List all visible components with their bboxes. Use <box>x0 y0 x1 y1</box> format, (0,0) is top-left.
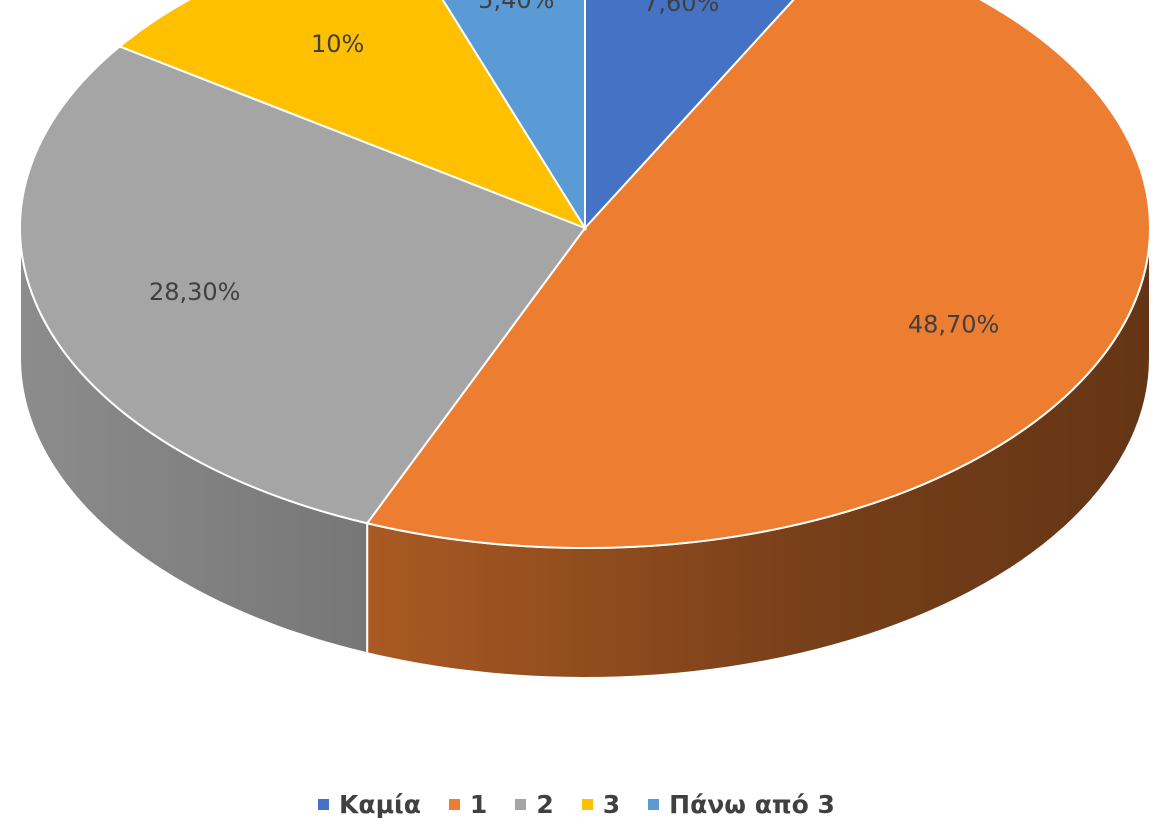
legend-item: 2 <box>515 790 554 819</box>
legend-item: 1 <box>448 790 488 819</box>
data-label-3: 10% <box>311 30 364 58</box>
legend-swatch <box>448 799 460 810</box>
legend-item: Πάνω από 3 <box>648 790 835 819</box>
data-label-4: 5,40% <box>478 0 554 14</box>
pie-slice-1 <box>365 0 1151 549</box>
legend-swatch <box>515 799 527 810</box>
legend-label: 3 <box>602 790 621 819</box>
legend-swatch <box>318 799 330 810</box>
data-label-1: 48,70% <box>908 310 1000 338</box>
legend-swatch <box>581 799 593 810</box>
legend-item: 3 <box>581 790 621 819</box>
pie-slice-2 <box>19 45 587 525</box>
pie-slice-3 <box>117 0 588 231</box>
legend-label: Πάνω από 3 <box>669 790 835 819</box>
legend-label: 2 <box>536 790 554 819</box>
data-label-2: 28,30% <box>149 278 241 306</box>
legend-swatch <box>648 799 660 810</box>
pie-slice-4 <box>441 0 586 232</box>
legend-label: 1 <box>469 790 488 819</box>
data-labels: 7,60% 48,70% 28,30% 10% 5,40% <box>149 0 999 338</box>
legend-label: Καμία <box>339 790 421 819</box>
legend-item: Καμία <box>318 790 421 819</box>
legend: Καμία 1 2 3 Πάνω από 3 <box>0 790 1153 819</box>
pie-top <box>19 0 1151 549</box>
data-label-0: 7,60% <box>643 0 719 17</box>
